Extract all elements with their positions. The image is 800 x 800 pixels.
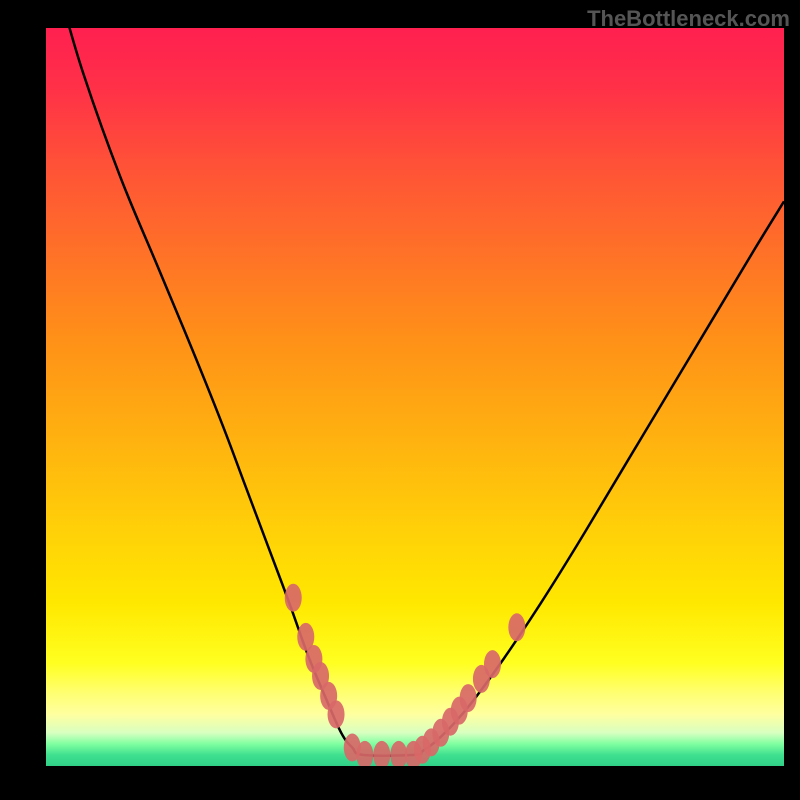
data-markers bbox=[46, 28, 784, 766]
plot-area bbox=[46, 28, 784, 766]
watermark-text: TheBottleneck.com bbox=[587, 6, 790, 32]
